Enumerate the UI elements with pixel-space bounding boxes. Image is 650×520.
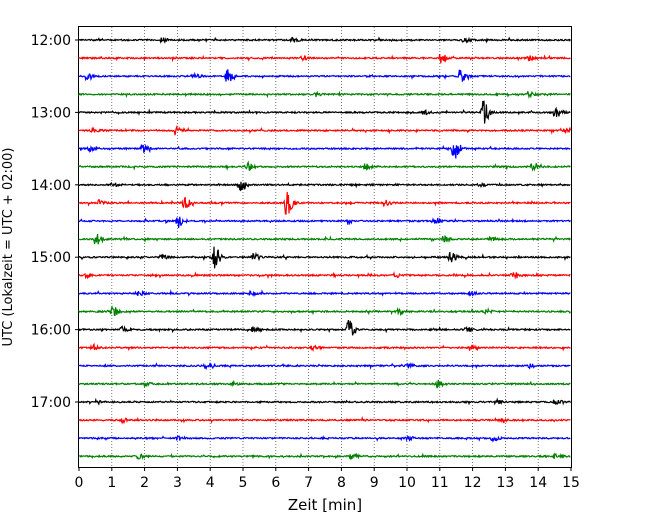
- trace-line: [78, 69, 571, 83]
- trace-line: [78, 181, 571, 192]
- trace-line: [78, 397, 571, 406]
- x-tick-label: 2: [140, 475, 149, 491]
- trace-line: [78, 233, 571, 245]
- trace-line: [78, 416, 571, 425]
- x-tick-label: 7: [304, 475, 313, 491]
- y-tick-label: 14:00: [31, 178, 71, 194]
- x-tick-label: 4: [206, 475, 215, 491]
- x-tick-label: 14: [529, 475, 547, 491]
- trace-line: [78, 90, 571, 99]
- x-tick-label: 10: [398, 475, 416, 491]
- trace-line: [78, 289, 571, 298]
- x-tick-label: 0: [75, 475, 84, 491]
- x-tick-label: 13: [496, 475, 514, 491]
- trace-line: [78, 216, 571, 229]
- trace-line: [78, 379, 571, 389]
- trace-line: [78, 100, 571, 124]
- x-tick-label: 15: [562, 475, 580, 491]
- trace-line: [78, 342, 571, 352]
- x-tick-label: 9: [370, 475, 379, 491]
- y-tick-label: 13:00: [31, 105, 71, 121]
- trace-line: [78, 54, 571, 64]
- gridlines: [111, 27, 539, 467]
- x-tick-label: 5: [239, 475, 248, 491]
- trace-line: [78, 362, 571, 371]
- trace-line: [78, 191, 571, 215]
- x-tick-label: 12: [464, 475, 482, 491]
- x-tick-label: 6: [271, 475, 280, 491]
- trace-line: [78, 246, 571, 269]
- y-tick-label: 17:00: [31, 395, 71, 411]
- trace-line: [78, 124, 571, 136]
- x-axis-ticks: 0 1 2 3 4 5 6 7 8 9 10 11 12 13 14 15: [75, 467, 580, 491]
- x-tick-label: 11: [431, 475, 449, 491]
- x-tick-label: 1: [107, 475, 116, 491]
- x-axis-label: Zeit [min]: [288, 496, 362, 514]
- y-tick-label: 15:00: [31, 250, 71, 266]
- trace-line: [78, 160, 571, 172]
- trace-line: [78, 319, 571, 336]
- trace-line: [78, 452, 571, 461]
- y-tick-label: 12:00: [31, 33, 71, 49]
- x-tick-label: 8: [337, 475, 346, 491]
- trace-line: [78, 304, 571, 317]
- seismic-traces: [78, 36, 571, 461]
- trace-line: [78, 434, 571, 443]
- x-tick-label: 3: [173, 475, 182, 491]
- y-axis-ticks: 12:00 13:00 14:00 15:00 16:00 17:00: [31, 33, 79, 411]
- y-axis-label: UTC (Lokalzeit = UTC + 02:00): [1, 148, 16, 347]
- plot-frame: [78, 26, 572, 468]
- trace-line: [78, 143, 571, 159]
- y-tick-label: 16:00: [31, 323, 71, 339]
- trace-line: [78, 270, 571, 280]
- trace-line: [78, 36, 571, 45]
